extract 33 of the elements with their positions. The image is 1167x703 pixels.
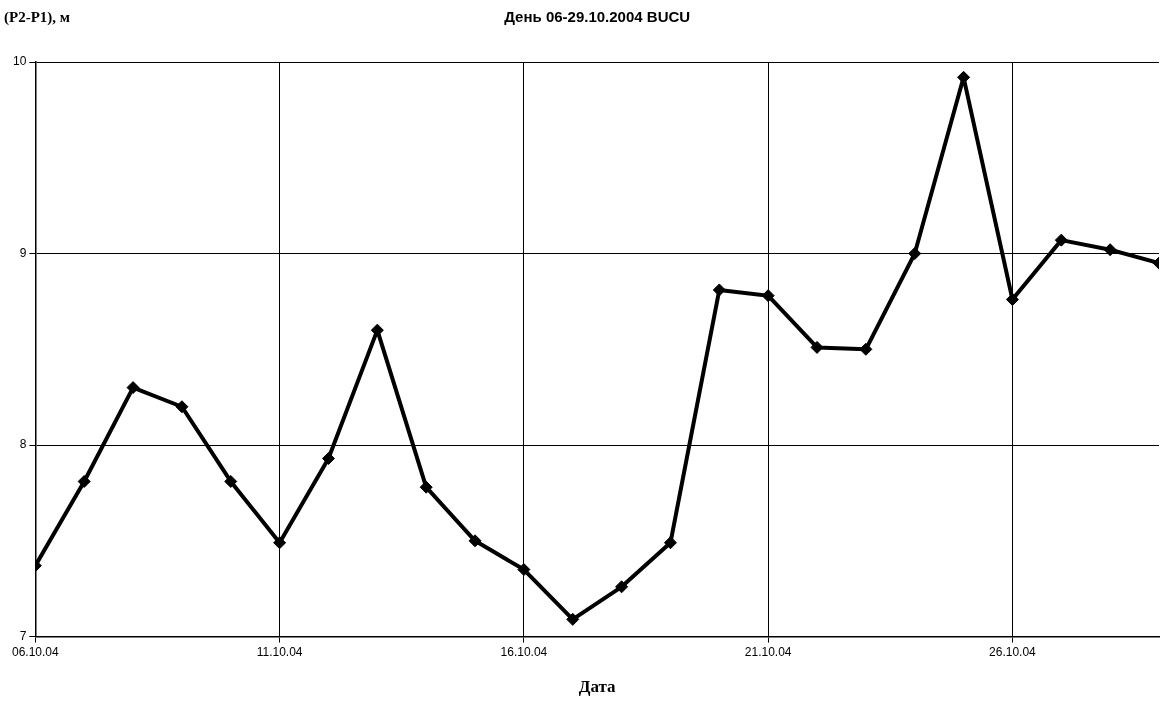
x-tick-label: 06.10.04 xyxy=(11,645,60,660)
point xyxy=(273,536,287,550)
point xyxy=(321,451,335,465)
point xyxy=(468,534,482,548)
point xyxy=(419,480,433,494)
point xyxy=(77,474,91,488)
point xyxy=(712,283,726,297)
point xyxy=(126,381,140,395)
y-axis-title: (P2-P1), м xyxy=(4,8,71,26)
point xyxy=(908,247,922,261)
x-tick-label: 16.10.04 xyxy=(500,645,548,660)
point xyxy=(1103,243,1117,257)
y-tick-label: 10 xyxy=(12,54,27,69)
point xyxy=(761,289,775,303)
point xyxy=(517,563,531,577)
y-tick-label: 8 xyxy=(19,437,27,452)
point xyxy=(1054,233,1068,247)
x-tick-label: 26.10.04 xyxy=(989,645,1037,660)
point xyxy=(810,340,824,354)
point xyxy=(859,342,873,356)
point xyxy=(224,474,238,488)
y-tick-label: 9 xyxy=(19,245,27,260)
chart-title: День 06-29.10.2004 BUCU xyxy=(504,8,691,26)
point xyxy=(566,612,580,626)
x-axis-title: Дата xyxy=(578,677,617,697)
point xyxy=(663,536,677,550)
point xyxy=(175,400,189,414)
point xyxy=(370,323,384,337)
point xyxy=(1005,293,1019,306)
y-tick-label: 7 xyxy=(19,628,27,643)
x-tick-label: 11.10.04 xyxy=(256,645,303,660)
x-tick-label: 21.10.04 xyxy=(744,645,792,660)
point xyxy=(615,580,629,594)
